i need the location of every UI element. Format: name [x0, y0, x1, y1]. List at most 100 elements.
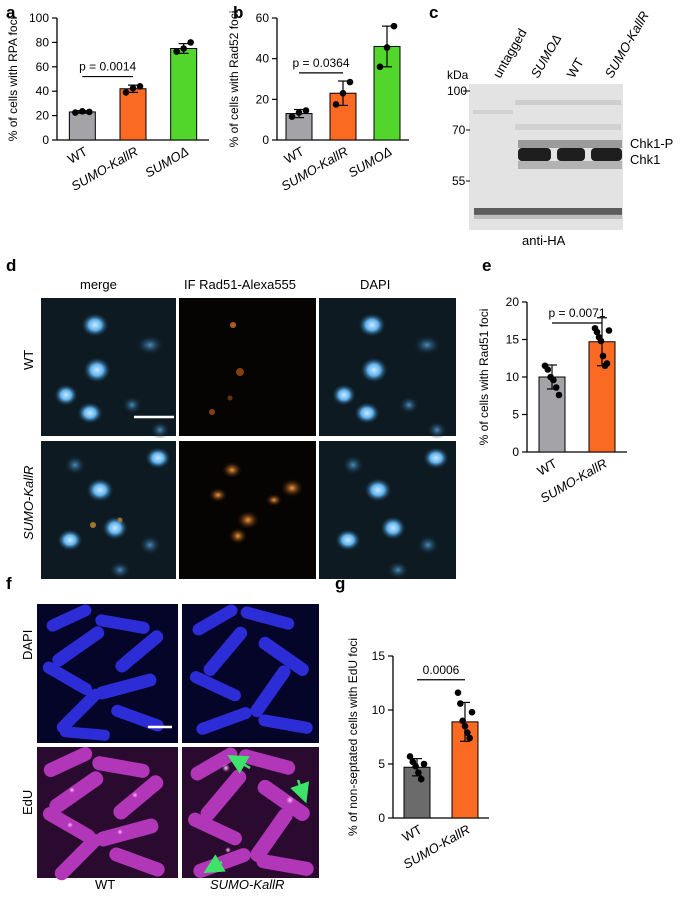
- arrow-indicator-1: [227, 755, 251, 774]
- micrograph-edu-kallr-cells: [182, 747, 319, 878]
- micrograph-rad51-wt: [179, 298, 316, 436]
- data-point: [593, 328, 601, 336]
- category-label-0: WT: [399, 822, 424, 845]
- panel-label-e: e: [482, 256, 491, 275]
- edu-microscopy-panel: DAPI EdU WT SUMO-KallR: [20, 604, 319, 892]
- data-point: [406, 753, 414, 760]
- kda-label: kDa: [447, 68, 469, 82]
- y-axis-label: % of cells with Rad52 foci: [227, 11, 241, 148]
- category-label-0: WT: [534, 456, 559, 479]
- category-label-0: WT: [281, 144, 306, 167]
- data-point: [332, 101, 340, 108]
- data-point: [302, 107, 310, 114]
- bar-0: [68, 111, 96, 141]
- y-tick-label: 5: [378, 757, 385, 771]
- y-tick-label: 60: [36, 60, 50, 74]
- data-point: [129, 84, 137, 92]
- micrograph-dapi-wt-cells: [37, 604, 178, 743]
- data-point: [390, 22, 398, 30]
- y-tick-label: 100: [29, 11, 49, 25]
- western-blot-panel: kDa 100 70 55 untagged SUMOΔ WT SUMO-Kal…: [447, 9, 673, 248]
- data-point: [461, 722, 469, 730]
- col-label-merge: merge: [80, 277, 117, 292]
- p-value-label: p = 0.0364: [292, 56, 349, 70]
- bar-2: [170, 48, 198, 141]
- chart-g-edu-foci: 0 5 10 15 % of non-septated cells with EdU f…: [346, 638, 489, 872]
- micrograph-dapi-kallr-cells: [182, 604, 319, 743]
- y-axis-label: % of non-septated cells with EdU foci: [346, 638, 360, 836]
- lane-wt: WT: [564, 55, 587, 80]
- y-tick-label: 5: [512, 408, 519, 422]
- micrograph-dapi-wt: [319, 298, 456, 439]
- if-microscopy-panel: merge IF Rad51-Alexa555 DAPI WT SUMO-Kal…: [21, 277, 456, 579]
- y-tick-label: 0: [378, 811, 385, 825]
- data-point: [420, 760, 428, 768]
- data-point: [72, 109, 79, 116]
- y-tick-label: 40: [36, 84, 50, 98]
- micrograph-edu-wt-cells: [37, 746, 178, 881]
- marker-100: 100: [447, 84, 467, 98]
- bar-1: [119, 88, 147, 141]
- data-point: [544, 366, 552, 373]
- category-label-0: WT: [65, 144, 90, 167]
- col-label-wt: WT: [95, 877, 115, 892]
- y-tick-label: 10: [506, 370, 520, 384]
- data-point: [457, 700, 464, 707]
- col-label-sumo-kallr: SUMO-KallR: [210, 877, 284, 892]
- antibody-label: anti-HA: [522, 233, 566, 248]
- data-point: [412, 762, 419, 770]
- data-point: [555, 391, 563, 399]
- data-point: [288, 113, 296, 120]
- y-tick-label: 10: [372, 703, 386, 717]
- panel-label-f: f: [6, 574, 12, 593]
- data-point: [415, 769, 422, 776]
- y-tick-label: 20: [506, 295, 520, 309]
- col-label-dapi: DAPI: [360, 277, 390, 292]
- data-point: [417, 775, 425, 783]
- data-point: [136, 83, 144, 90]
- data-point: [346, 78, 354, 86]
- data-point: [187, 39, 194, 46]
- col-label-rad51: IF Rad51-Alexa555: [184, 277, 296, 292]
- y-tick-label: 0: [42, 133, 49, 147]
- chart-a-rpa-foci: 0 20 40 60 80 100 % of cells with RPA foci WT SU…: [6, 11, 209, 194]
- data-point: [597, 337, 605, 345]
- lane-untagged: untagged: [490, 26, 530, 80]
- micrograph-rad51-sumo-kallr: [179, 441, 316, 579]
- row-label-sumo-kallr: SUMO-KallR: [21, 466, 36, 540]
- category-label-2: SUMOΔ: [346, 144, 395, 181]
- data-point: [122, 89, 130, 96]
- data-point: [339, 89, 347, 97]
- y-axis-label: % of cells with RPA foci: [6, 17, 20, 142]
- data-point: [295, 109, 303, 116]
- y-tick-label: 40: [256, 52, 270, 66]
- data-point: [79, 108, 86, 115]
- y-axis-label: % of cells with Rad51 foci: [477, 309, 491, 446]
- row-label-wt: WT: [21, 350, 36, 370]
- y-tick-label: 20: [36, 109, 50, 123]
- data-point: [466, 734, 473, 742]
- data-point: [86, 108, 93, 116]
- row-label-edu: EdU: [20, 790, 35, 815]
- band-sumo-delta: [518, 148, 551, 161]
- band-label-chk1-p: Chk1-P: [630, 136, 673, 151]
- y-tick-label: 0: [262, 133, 269, 147]
- data-point: [603, 360, 611, 367]
- y-tick-label: 60: [256, 11, 270, 25]
- data-point: [464, 729, 471, 736]
- micrograph-merge-sumo-kallr: [41, 441, 176, 579]
- y-tick-label: 15: [372, 649, 386, 663]
- micrograph-merge-wt: [41, 298, 176, 439]
- y-tick-label: 80: [36, 35, 50, 49]
- lane-sumo-kallr: SUMO-KallR: [602, 9, 652, 81]
- data-point: [605, 327, 613, 334]
- panel-label-d: d: [6, 256, 16, 275]
- data-point: [599, 352, 607, 360]
- band-label-chk1: Chk1: [630, 152, 660, 167]
- data-point: [180, 45, 187, 52]
- data-point: [552, 384, 560, 391]
- data-point: [468, 708, 476, 716]
- p-value-label: p = 0.0014: [79, 60, 136, 74]
